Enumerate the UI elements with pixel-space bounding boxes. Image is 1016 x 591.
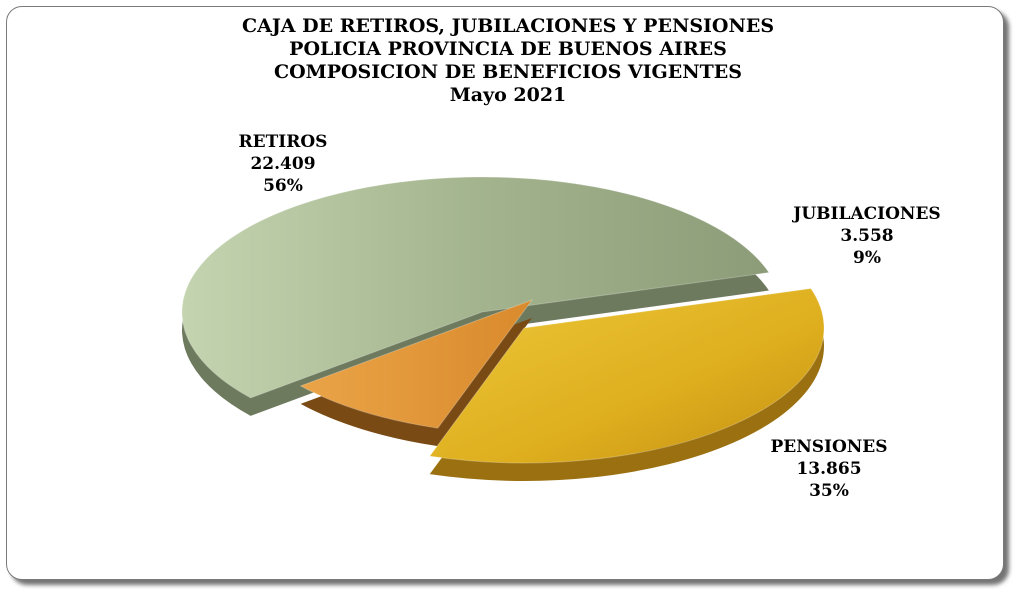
label-jubilaciones-percent: 9% bbox=[853, 248, 881, 268]
title-line-3: COMPOSICION DE BENEFICIOS VIGENTES bbox=[274, 61, 742, 83]
label-retiros-value: 22.409 bbox=[250, 154, 316, 174]
label-retiros-percent: 56% bbox=[263, 176, 303, 196]
title-line-1: CAJA DE RETIROS, JUBILACIONES Y PENSIONE… bbox=[241, 15, 775, 37]
label-jubilaciones-value: 3.558 bbox=[840, 226, 894, 246]
label-jubilaciones: JUBILACIONES 3.558 9% bbox=[784, 203, 950, 269]
slice-top-jubilaciones bbox=[299, 298, 534, 429]
label-retiros-name: RETIROS bbox=[238, 132, 328, 152]
slice-jubilaciones bbox=[299, 298, 534, 447]
label-retiros: RETIROS 22.409 56% bbox=[218, 131, 348, 197]
label-jubilaciones-name: JUBILACIONES bbox=[793, 204, 941, 224]
slice-retiros bbox=[181, 176, 770, 416]
slice-top-retiros bbox=[181, 176, 770, 399]
title-line-2: POLICIA PROVINCIA DE BUENOS AIRES bbox=[289, 38, 727, 60]
title-line-4: Mayo 2021 bbox=[449, 84, 567, 106]
label-pensiones: PENSIONES 13.865 35% bbox=[756, 436, 902, 502]
slice-top-pensiones bbox=[428, 287, 825, 464]
label-pensiones-name: PENSIONES bbox=[770, 437, 888, 457]
label-pensiones-value: 13.865 bbox=[796, 459, 862, 479]
label-pensiones-percent: 35% bbox=[809, 481, 849, 501]
slice-pensiones bbox=[428, 287, 825, 481]
chart-title: CAJA DE RETIROS, JUBILACIONES Y PENSIONE… bbox=[0, 15, 1016, 107]
